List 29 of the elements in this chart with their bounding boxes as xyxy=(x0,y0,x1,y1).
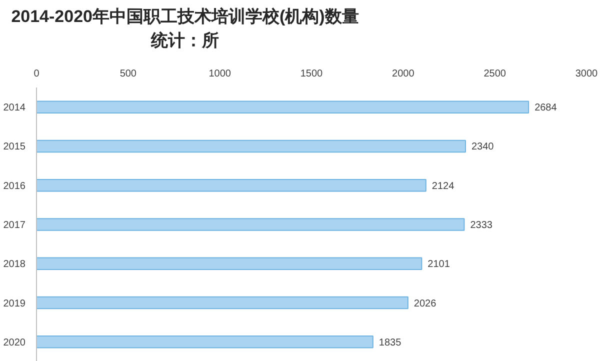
y-tick-label: 2020 xyxy=(3,337,26,348)
bar xyxy=(36,257,422,270)
chart-title: 2014-2020年中国职工技术培训学校(机构)数量统计：所 xyxy=(10,6,360,52)
x-tick-label: 500 xyxy=(120,68,137,80)
x-tick-label: 2500 xyxy=(484,68,506,80)
y-tick-label: 2017 xyxy=(3,220,26,231)
x-tick-label: 2000 xyxy=(392,68,415,80)
data-label: 2684 xyxy=(534,102,558,114)
bar xyxy=(36,178,426,192)
y-tick-label: 2015 xyxy=(3,142,26,153)
y-tick-label: 2014 xyxy=(3,102,26,114)
x-tick-label: 1000 xyxy=(208,68,232,80)
bar xyxy=(36,100,530,114)
bar xyxy=(36,140,466,153)
x-tick-label: 0 xyxy=(34,68,40,80)
data-label: 1835 xyxy=(378,337,402,348)
data-label: 2340 xyxy=(472,142,494,153)
bar xyxy=(36,296,408,310)
data-label: 2333 xyxy=(470,220,493,231)
data-label: 2124 xyxy=(432,180,455,192)
y-tick-label: 2018 xyxy=(3,259,26,270)
bar xyxy=(36,218,465,231)
y-tick-label: 2016 xyxy=(3,180,26,192)
data-label: 2101 xyxy=(428,259,450,270)
data-label: 2026 xyxy=(414,298,437,310)
x-tick-label: 3000 xyxy=(575,68,598,80)
x-tick-label: 1500 xyxy=(300,68,324,80)
bar xyxy=(36,336,374,348)
y-tick-label: 2019 xyxy=(3,298,26,310)
